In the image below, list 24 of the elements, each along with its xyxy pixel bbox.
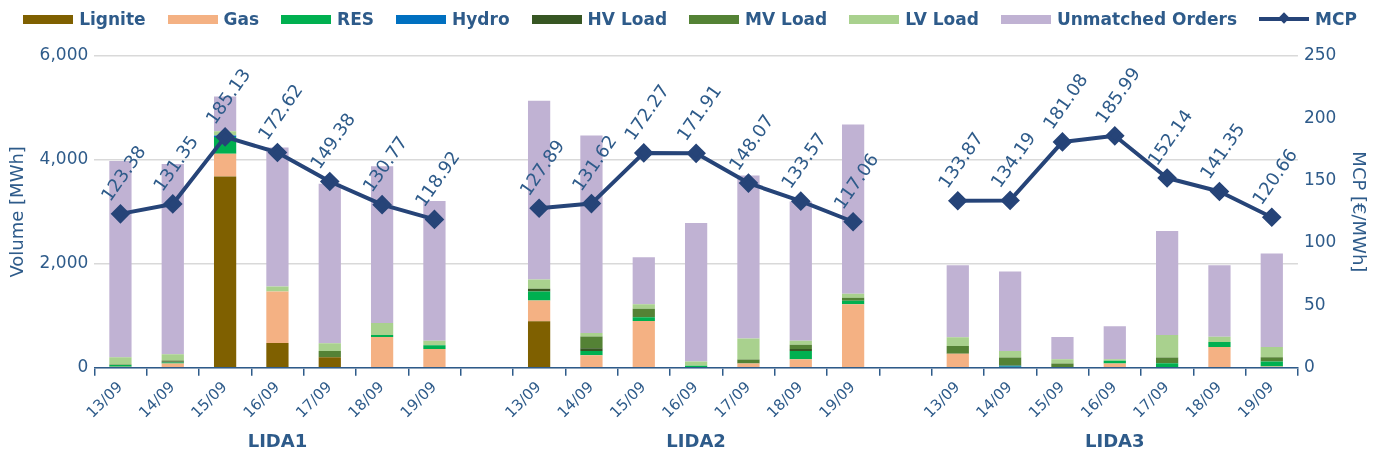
y2-tick-label: 150 [1303,169,1337,190]
legend-label: LV Load [905,9,979,29]
y-tick-label: 0 [77,356,89,377]
legend-label: Gas [223,9,260,29]
y-tick-label: 6,000 [39,44,89,65]
y2-tick-label: 200 [1303,106,1337,127]
text: LIDA2 [666,429,726,451]
y2-tick-label: 100 [1303,231,1337,252]
legend-label: Hydro [452,9,510,29]
y2-axis-title: MCP [€/MWh] [1348,151,1370,273]
legend-label: RES [337,9,375,29]
y2-tick-label: 250 [1303,44,1337,65]
legend-label: Unmatched Orders [1056,9,1238,29]
text: LIDA1 [247,429,308,451]
y-tick-label: 4,000 [39,148,89,169]
legend-label: HV Load [587,9,668,29]
y-axis-title: Volume [MWh] [6,146,28,278]
y-tick-label: 2,000 [39,252,89,273]
text: LIDA3 [1084,429,1145,451]
y2-tick-label: 50 [1303,293,1326,314]
y2-tick-label: 0 [1303,356,1315,377]
legend-label: Lignite [79,9,146,29]
legend-label: MV Load [745,9,828,29]
legend-label: MCP [1315,9,1357,29]
